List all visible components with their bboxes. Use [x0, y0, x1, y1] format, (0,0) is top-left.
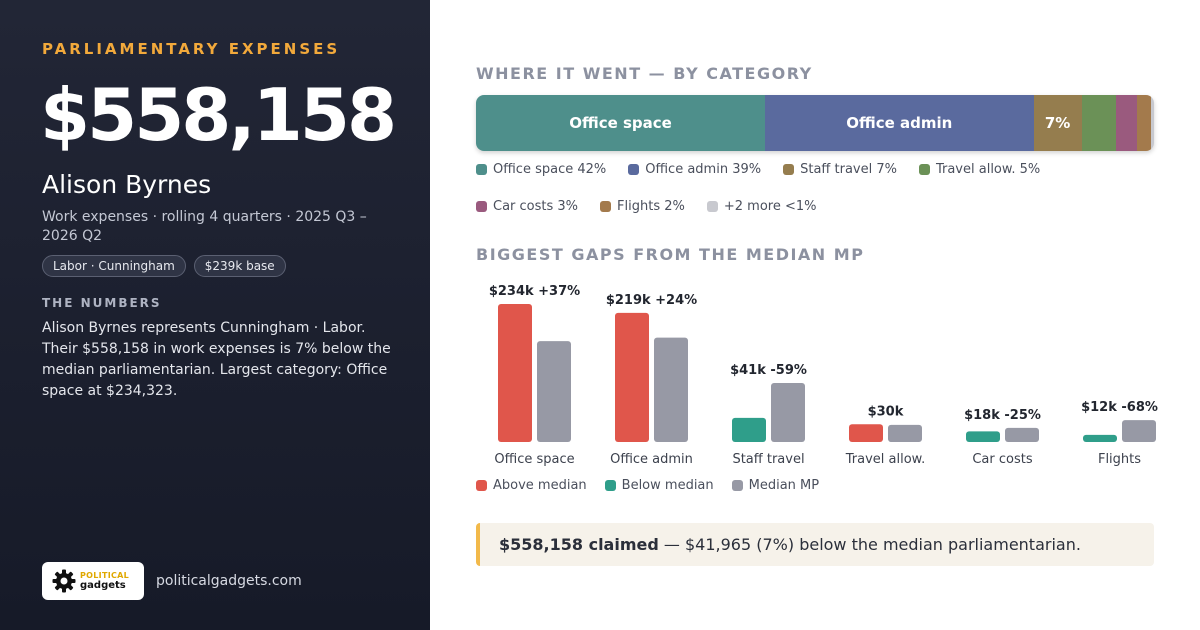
chart-panel: WHERE IT WENT — BY CATEGORY Office space…: [430, 0, 1200, 630]
mp-bar: [1083, 434, 1117, 442]
category-tick-label: Travel allow.: [845, 452, 926, 467]
legend-swatch: [476, 201, 487, 212]
gaps-bar-chart: $234k +37% Office space $219k +24% Office a…: [489, 284, 1158, 467]
subtitle: Work expenses · rolling 4 quarters · 202…: [42, 209, 367, 244]
median-bar: [1122, 420, 1156, 442]
bar-value-label: $12k -68%: [1081, 400, 1158, 415]
mp-bar: [966, 431, 1000, 442]
stack-segment-2: 7%: [1033, 95, 1082, 151]
logo-line-2: gadgets: [80, 580, 126, 591]
legend-label: Flights 2%: [617, 199, 685, 214]
legend-swatch: [476, 480, 487, 491]
mp-bar: [849, 424, 883, 442]
legend-swatch: [783, 164, 795, 175]
legend-swatch: [706, 201, 718, 212]
legend-swatch: [600, 201, 612, 212]
legend-item: Above median: [476, 478, 587, 493]
legend-item: Below median: [604, 478, 714, 493]
legend-item: +2 more <1%: [706, 199, 817, 214]
logo-line-1: POLITICAL: [80, 571, 130, 580]
stack-segment-3: [1081, 95, 1117, 151]
summary-callout: $558,158 claimed — $41,965 (7%) below th…: [476, 523, 1154, 566]
category-tick-label: Office admin: [610, 452, 693, 467]
bar-value-label: $41k -59%: [730, 363, 807, 378]
legend-item: Office admin 39%: [628, 162, 761, 177]
gaps-legend: Above median Below median Median MP: [476, 478, 1166, 493]
legend-item: Office space 42%: [476, 162, 606, 177]
legend-label: Travel allow. 5%: [935, 162, 1041, 177]
total-amount: $558,158: [40, 73, 397, 157]
median-bar: [771, 383, 805, 442]
legend-swatch: [628, 164, 640, 175]
category-tick-label: Car costs: [972, 452, 1032, 467]
median-bar: [654, 337, 688, 442]
category-tick-label: Staff travel: [732, 452, 804, 467]
mp-name: Alison Byrnes: [42, 170, 212, 199]
category-chart-title: WHERE IT WENT — BY CATEGORY: [476, 64, 813, 83]
legend-label: Car costs 3%: [493, 199, 579, 214]
legend-item: Flights 2%: [600, 199, 685, 214]
legend-swatch: [604, 480, 616, 491]
legend-item: Car costs 3%: [476, 199, 578, 214]
gear-icon: [52, 569, 76, 593]
category-tick-label: Flights: [1098, 452, 1141, 467]
legend-item: Median MP: [731, 478, 820, 493]
legend-label: Median MP: [748, 478, 820, 493]
numbers-text: Alison Byrnes represents Cunningham · La…: [42, 320, 391, 399]
callout-rest: — $41,965 (7%) below the median parliame…: [658, 535, 1081, 554]
kicker: PARLIAMENTARY EXPENSES: [42, 40, 341, 58]
stack-segment-5: [1136, 95, 1151, 151]
category-tick-label: Office space: [494, 452, 574, 467]
stack-segment-0: Office space: [476, 95, 766, 151]
legend-label: Above median: [493, 478, 587, 493]
logo[interactable]: POLITICAL gadgets: [42, 562, 144, 600]
bar-value-label: $18k -25%: [964, 408, 1041, 423]
median-bar: [537, 341, 571, 442]
median-bar: [888, 424, 922, 442]
bar-value-label: $30k: [868, 404, 904, 419]
summary-panel: PARLIAMENTARY EXPENSES $558,158 Alison B…: [0, 0, 430, 630]
bar-value-label: $234k +37%: [489, 284, 580, 299]
callout-strong: $558,158 claimed: [499, 535, 659, 554]
stack-segment-4: [1116, 95, 1137, 151]
mp-bar: [615, 312, 649, 442]
numbers-heading: THE NUMBERS: [42, 296, 162, 310]
median-bar: [1005, 427, 1039, 442]
legend-label: +2 more <1%: [723, 199, 817, 214]
category-legend: Office space 42% Office admin 39% Staff tr…: [476, 162, 1166, 214]
party-tag: Labor · Cunningham: [42, 255, 186, 277]
site-url[interactable]: politicalgadgets.com: [156, 573, 302, 589]
legend-swatch: [918, 164, 930, 175]
legend-item: Travel allow. 5%: [918, 162, 1041, 177]
stack-segment-1: Office admin: [765, 95, 1034, 151]
category-stacked-bar: Office space Office admin 7%: [476, 95, 1154, 151]
gaps-chart-title: BIGGEST GAPS FROM THE MEDIAN MP: [476, 245, 865, 264]
mp-bar: [498, 304, 532, 442]
legend-label: Staff travel 7%: [800, 162, 897, 177]
tag-list: Labor · Cunningham $239k base: [42, 255, 286, 277]
stack-segment-6: [1150, 95, 1154, 151]
legend-swatch: [731, 480, 743, 491]
legend-label: Office admin 39%: [645, 162, 762, 177]
base-tag: $239k base: [193, 255, 286, 277]
legend-label: Office space 42%: [493, 162, 607, 177]
legend-swatch: [476, 164, 487, 175]
legend-label: Below median: [621, 478, 714, 493]
mp-bar: [732, 417, 766, 442]
bar-value-label: $219k +24%: [606, 293, 697, 308]
legend-item: Staff travel 7%: [783, 162, 897, 177]
